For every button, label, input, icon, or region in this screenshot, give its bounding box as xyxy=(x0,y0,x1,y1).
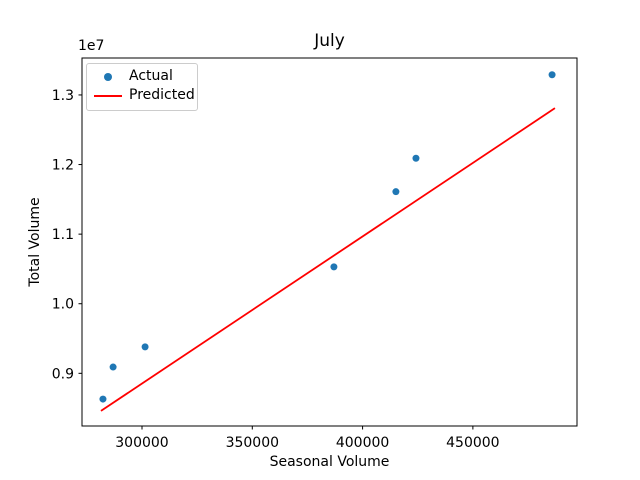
legend-label-actual: Actual xyxy=(129,68,173,84)
y-tick-label: 0.9 xyxy=(52,366,74,382)
scatter-point xyxy=(141,343,149,351)
x-tick-label: 300000 xyxy=(115,435,168,451)
x-tick-label: 350000 xyxy=(226,435,279,451)
x-tick-label: 450000 xyxy=(446,435,499,451)
scatter-point xyxy=(392,188,400,196)
legend-entry-predicted: Predicted xyxy=(87,86,197,105)
y-tick-label: 1.3 xyxy=(52,88,74,104)
scatter-point xyxy=(548,71,556,79)
scatter-point xyxy=(99,395,107,403)
scatter-point xyxy=(412,154,420,162)
scatter-point xyxy=(109,363,117,371)
y-tick-label: 1.1 xyxy=(52,227,74,243)
predicted-line-swatch xyxy=(94,94,122,97)
legend: Actual Predicted xyxy=(86,63,198,111)
legend-entry-actual: Actual xyxy=(87,67,197,86)
x-tick-label: 400000 xyxy=(336,435,389,451)
axes-border xyxy=(81,57,578,427)
chart-title: July xyxy=(314,31,345,51)
legend-label-predicted: Predicted xyxy=(129,87,195,103)
legend-swatch-wrap xyxy=(87,94,129,97)
y-axis-offset-label: 1e7 xyxy=(78,38,105,54)
legend-swatch-wrap xyxy=(87,72,129,81)
y-axis-label: Total Volume xyxy=(27,197,43,287)
actual-marker-swatch xyxy=(104,72,112,81)
y-tick-label: 1.2 xyxy=(52,158,74,174)
y-tick-label: 1.0 xyxy=(52,297,74,313)
scatter-point xyxy=(330,263,338,271)
x-axis-label: Seasonal Volume xyxy=(269,454,390,470)
predicted-line xyxy=(100,107,556,412)
